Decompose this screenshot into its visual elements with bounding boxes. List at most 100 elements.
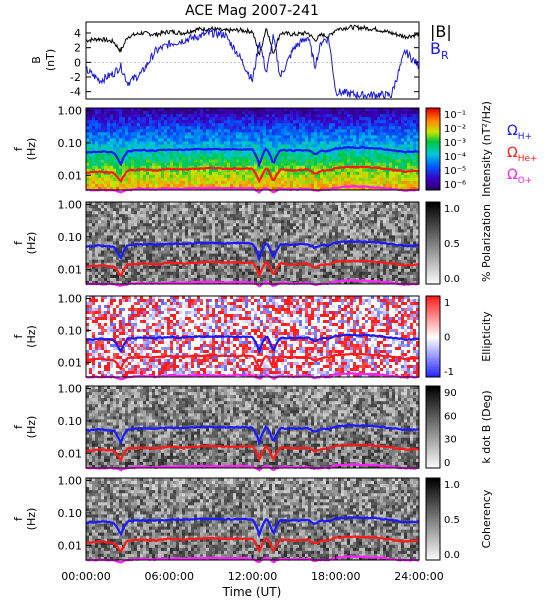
heatmap-cell <box>161 156 165 161</box>
heatmap-cell <box>167 217 171 221</box>
heatmap-cell <box>188 229 192 233</box>
heatmap-cell <box>278 141 282 145</box>
heatmap-cell <box>362 138 366 142</box>
heatmap-cell <box>176 268 180 273</box>
heatmap-cell <box>194 211 198 215</box>
heatmap-cell <box>161 138 165 142</box>
heatmap-cell <box>116 150 120 154</box>
heatmap-cell <box>182 171 186 176</box>
heatmap-cell <box>260 111 264 115</box>
heatmap-cell <box>116 132 120 136</box>
heatmap-cell <box>410 159 414 164</box>
heatmap-cell <box>185 162 189 167</box>
heatmap-cell <box>287 129 291 133</box>
heatmap-cell <box>140 235 144 239</box>
heatmap-cell <box>377 114 381 118</box>
heatmap-cell <box>158 232 162 236</box>
heatmap-cell <box>269 141 273 145</box>
heatmap-cell <box>221 156 225 161</box>
heatmap-cell <box>269 202 273 206</box>
heatmap-cell <box>284 111 288 115</box>
heatmap-cell <box>404 147 408 151</box>
heatmap-cell <box>215 123 219 127</box>
heatmap-cell <box>110 153 114 157</box>
heatmap-cell <box>212 205 216 209</box>
heatmap-cell <box>302 126 306 130</box>
heatmap-cell <box>293 238 297 242</box>
heatmap-cell <box>128 120 132 124</box>
heatmap-cell <box>101 177 105 182</box>
heatmap-cell <box>359 186 363 191</box>
heatmap-cell <box>278 117 282 121</box>
heatmap-cell <box>293 235 297 239</box>
heatmap-cell <box>242 108 246 112</box>
heatmap-cell <box>230 120 234 124</box>
heatmap-cell <box>191 232 195 236</box>
heatmap-cell <box>170 177 174 182</box>
heatmap-cell <box>161 162 165 167</box>
heatmap-cell <box>323 120 327 124</box>
heatmap-cell <box>158 159 162 164</box>
heatmap-cell <box>200 226 204 230</box>
heatmap-cell <box>173 250 177 255</box>
heatmap-cell <box>119 114 123 118</box>
heatmap-cell <box>365 129 369 133</box>
heatmap-cell <box>371 141 375 145</box>
heatmap-cell <box>224 208 228 212</box>
heatmap-cell <box>236 174 240 179</box>
heatmap-cell <box>149 132 153 136</box>
colorbar-step <box>426 110 440 113</box>
heatmap-cell <box>365 159 369 164</box>
heatmap-cell <box>116 253 120 258</box>
heatmap-cell <box>131 114 135 118</box>
heatmap-cell <box>338 177 342 182</box>
heatmap-cell <box>173 232 177 236</box>
heatmap-cell <box>290 211 294 215</box>
heatmap-cell <box>410 141 414 145</box>
heatmap-cell <box>359 114 363 118</box>
heatmap-cell <box>146 226 150 230</box>
heatmap-cell <box>95 211 99 215</box>
heatmap-cell <box>371 162 375 167</box>
heatmap-cell <box>101 268 105 273</box>
heatmap-cell <box>344 129 348 133</box>
heatmap-cell <box>185 202 189 206</box>
heatmap-cell <box>311 117 315 121</box>
heatmap-cell <box>398 171 402 176</box>
heatmap-cell <box>239 180 243 185</box>
heatmap-cell <box>410 135 414 139</box>
heatmap-cell <box>416 174 420 179</box>
heatmap-cell <box>272 250 276 255</box>
heatmap-cell <box>182 226 186 230</box>
heatmap-cell <box>218 274 222 279</box>
heatmap-cell <box>275 280 279 285</box>
heatmap-cell <box>260 262 264 267</box>
heatmap-cell <box>131 208 135 212</box>
heatmap-cell <box>278 208 282 212</box>
heatmap-cell <box>149 129 153 133</box>
heatmap-cell <box>398 150 402 154</box>
heatmap-cell <box>131 177 135 182</box>
heatmap-cell <box>230 211 234 215</box>
heatmap-cell <box>185 247 189 251</box>
heatmap-cell <box>164 135 168 139</box>
heatmap-cell <box>215 156 219 161</box>
heatmap-cell <box>293 205 297 209</box>
heatmap-cell <box>266 250 270 255</box>
heatmap-cell <box>227 268 231 273</box>
heatmap-cell <box>398 144 402 148</box>
heatmap-cell <box>257 150 261 154</box>
heatmap-cell <box>176 223 180 227</box>
heatmap-cell <box>233 108 237 112</box>
heatmap-cell <box>146 159 150 164</box>
heatmap-cell <box>290 150 294 154</box>
heatmap-cell <box>173 138 177 142</box>
heatmap-cell <box>194 135 198 139</box>
heatmap-cell <box>317 132 321 136</box>
heatmap-cell <box>110 186 114 191</box>
heatmap-cell <box>185 141 189 145</box>
heatmap-cell <box>227 126 231 130</box>
heatmap-cell <box>260 129 264 133</box>
heatmap-cell <box>209 235 213 239</box>
heatmap-cell <box>308 147 312 151</box>
